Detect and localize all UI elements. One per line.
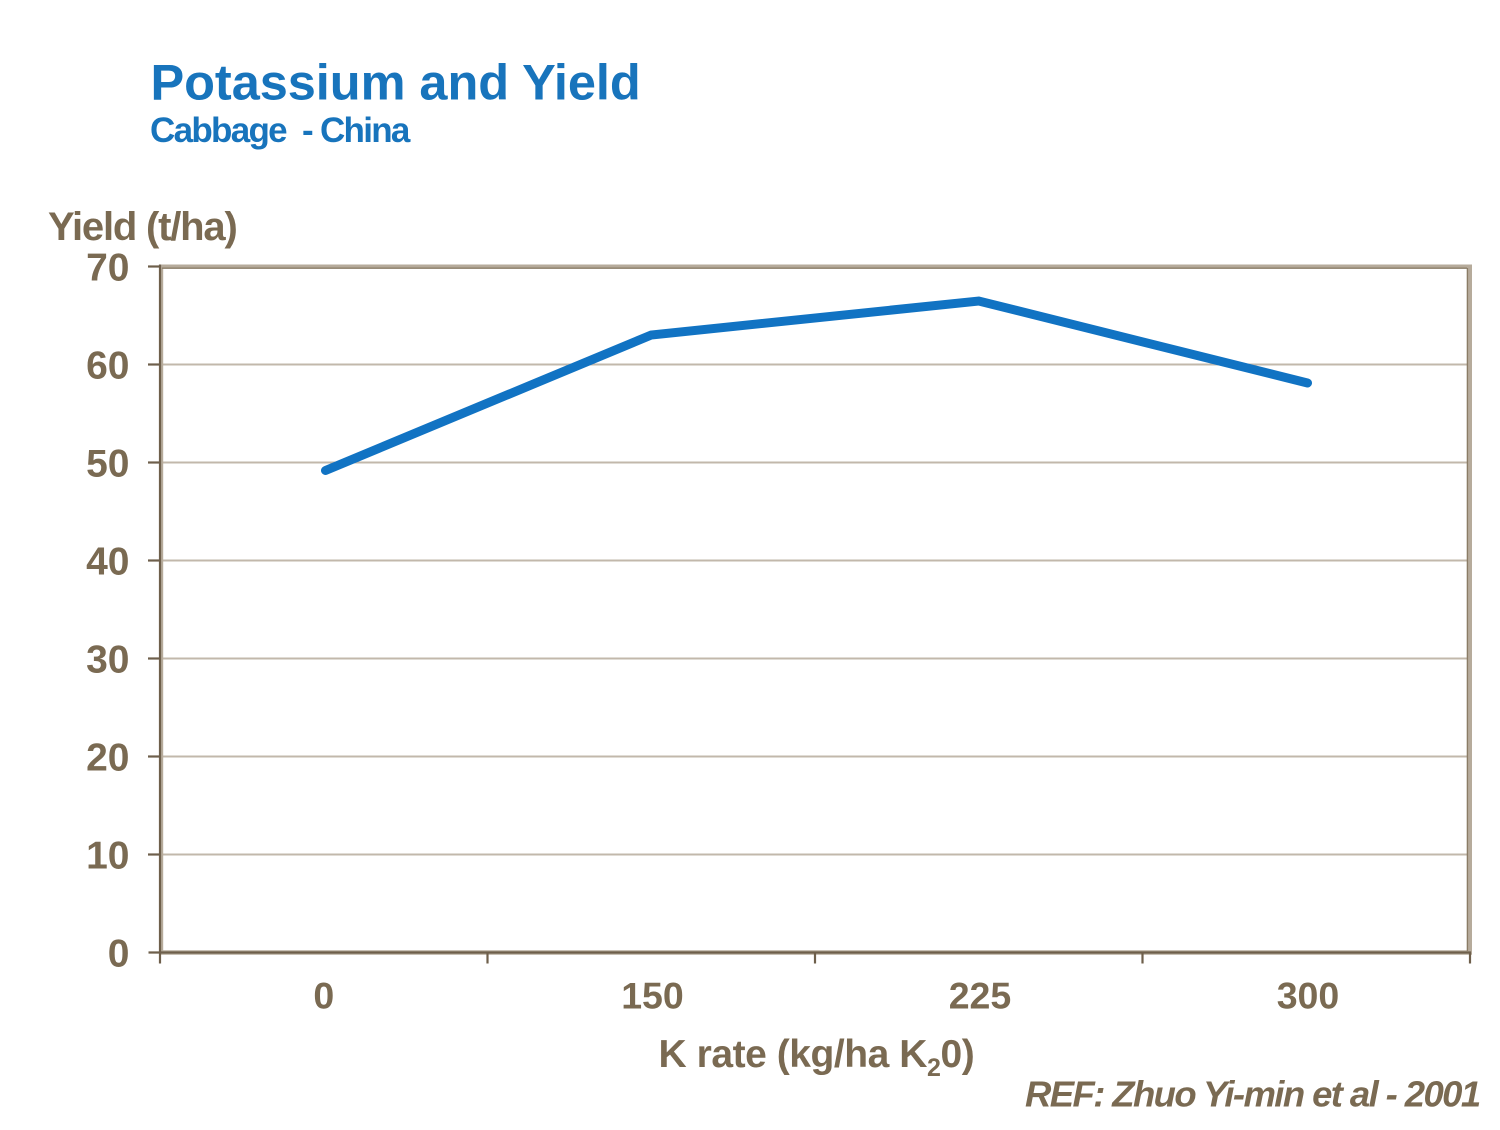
svg-text:Potassium and Yield: Potassium and Yield xyxy=(151,54,641,111)
svg-text:70: 70 xyxy=(86,247,129,290)
svg-text:40: 40 xyxy=(86,541,129,584)
svg-text:REF: Zhuo Yi-min et al - 2001: REF: Zhuo Yi-min et al - 2001 xyxy=(1025,1074,1480,1115)
svg-text:150: 150 xyxy=(621,975,684,1017)
svg-text:K rate (kg/ha K20): K rate (kg/ha K20) xyxy=(659,1033,975,1082)
svg-text:10: 10 xyxy=(86,835,129,878)
svg-text:Yield (t/ha): Yield (t/ha) xyxy=(48,205,237,249)
svg-text:225: 225 xyxy=(949,975,1012,1017)
svg-text:0: 0 xyxy=(313,975,334,1017)
svg-text:30: 30 xyxy=(86,639,129,682)
svg-text:300: 300 xyxy=(1277,975,1340,1017)
svg-text:50: 50 xyxy=(86,443,129,486)
svg-text:Cabbage - China: Cabbage - China xyxy=(150,111,411,150)
svg-text:0: 0 xyxy=(108,933,130,976)
svg-text:20: 20 xyxy=(86,737,129,780)
svg-text:60: 60 xyxy=(86,345,129,388)
